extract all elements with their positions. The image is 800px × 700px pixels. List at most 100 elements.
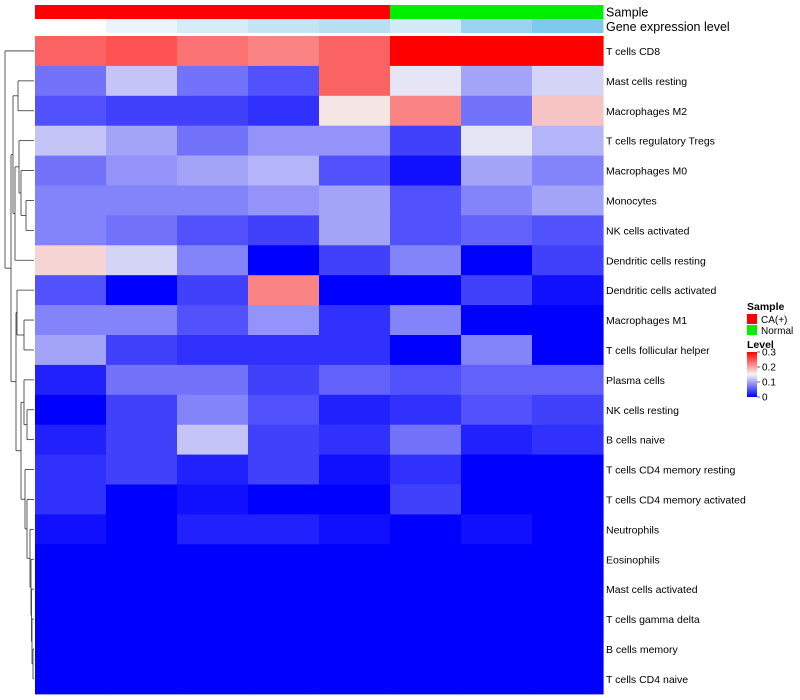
heatmap-cell [248,364,320,396]
level-legend-title: Level [747,339,774,351]
heatmap-cell [35,663,107,695]
heatmap-cell [35,544,107,575]
heatmap-cell [248,275,320,306]
heatmap-cell [532,36,604,67]
sample-annotation-cell [248,5,320,19]
heatmap-cell [35,245,107,276]
sample-annotation-cell [177,5,249,19]
row-label: T cells CD8 [606,46,660,58]
heatmap-cell [177,424,249,456]
heatmap-cell [319,95,391,127]
heatmap-cell [461,424,533,456]
row-label: T cells gamma delta [606,614,700,626]
heatmap-cell [177,95,249,127]
heatmap-cell [106,305,178,336]
heatmap-cell [461,454,533,486]
heatmap-cell [35,305,107,336]
sample-annotation-cell [106,5,178,19]
sample-annotation-cell [390,5,462,19]
heatmap-cell [461,544,533,575]
heatmap-cell [248,36,320,67]
sample-legend-swatch [747,325,757,335]
heatmap-cell [106,215,178,246]
heatmap-cell [106,454,178,486]
heatmap-cell [106,514,178,545]
level-legend-tick-label: 0.2 [762,363,776,374]
heatmap-cell [177,305,249,336]
heatmap-cell [35,95,107,127]
sample-annotation-cell [35,5,107,19]
heatmap-cell [177,155,249,187]
row-label: Macrophages M2 [606,106,687,118]
row-label: Dendritic cells activated [606,285,716,297]
heatmap-cell [106,155,178,187]
heatmap-cell [106,65,178,97]
heatmap-cell [248,185,320,216]
heatmap-cell [106,185,178,216]
heatmap-cell [461,36,533,67]
heatmap-cell [319,544,391,575]
sample-legend-label: CA(+) [761,315,787,326]
row-label: Mast cells resting [606,76,687,88]
heatmap-cell [248,484,320,515]
heatmap-cell [319,155,391,187]
row-label: T cells regulatory Tregs [606,136,715,148]
heatmap-cell [461,634,533,665]
heatmap-cell [35,155,107,187]
heatmap-cell [177,454,249,486]
heatmap-cell [248,454,320,486]
sample-legend-title: Sample [747,301,785,313]
heatmap-cell [248,663,320,695]
gene-expression-annotation-label: Gene expression level [606,20,730,34]
heatmap-cell [319,185,391,216]
sample-legend-swatch [747,314,757,324]
heatmap-cell [390,305,462,336]
heatmap-cell [532,514,604,545]
gene-expression-annotation-cell [461,19,533,33]
heatmap-cell [461,604,533,635]
level-legend-colorbar [747,352,757,397]
row-label: Macrophages M0 [606,166,687,178]
heatmap-cell [248,95,320,127]
row-label: Dendritic cells resting [606,255,706,267]
heatmap-cell [319,245,391,276]
sample-legend-label: Normal [761,326,793,337]
heatmap-cell [319,305,391,336]
heatmap-cell [106,634,178,665]
gene-expression-annotation-cell [35,19,107,33]
heatmap-cell [35,364,107,396]
heatmap-cell [390,245,462,276]
heatmap-cell [390,215,462,246]
heatmap-cell [461,364,533,396]
heatmap-cell [35,604,107,635]
gene-expression-annotation-cell [248,19,320,33]
heatmap-cell [390,574,462,605]
heatmap-cell [248,604,320,635]
heatmap-cell [35,36,107,67]
heatmap-cell [248,215,320,246]
gene-expression-annotation-cell [106,19,178,33]
row-label: T cells CD4 naive [606,674,688,686]
level-legend-tick-label: 0.3 [762,348,776,359]
heatmap-cell [461,65,533,97]
heatmap-cell [177,364,249,396]
heatmap-cell [177,215,249,246]
heatmap-cell [532,215,604,246]
heatmap-cell [532,275,604,306]
heatmap-cell [177,245,249,276]
heatmap-cell [177,185,249,216]
heatmap-cell [532,574,604,605]
row-label: T cells CD4 memory resting [606,465,735,477]
heatmap-cell [390,185,462,216]
gene-expression-annotation-cell [532,19,604,33]
heatmap-cell [532,394,604,426]
heatmap-cell [532,364,604,396]
heatmap-cell [461,574,533,605]
heatmap-cell [35,424,107,456]
row-label: Monocytes [606,195,657,207]
heatmap-cell [177,484,249,515]
heatmap-cell [532,544,604,575]
heatmap-cell [532,155,604,187]
heatmap-cell [390,155,462,187]
